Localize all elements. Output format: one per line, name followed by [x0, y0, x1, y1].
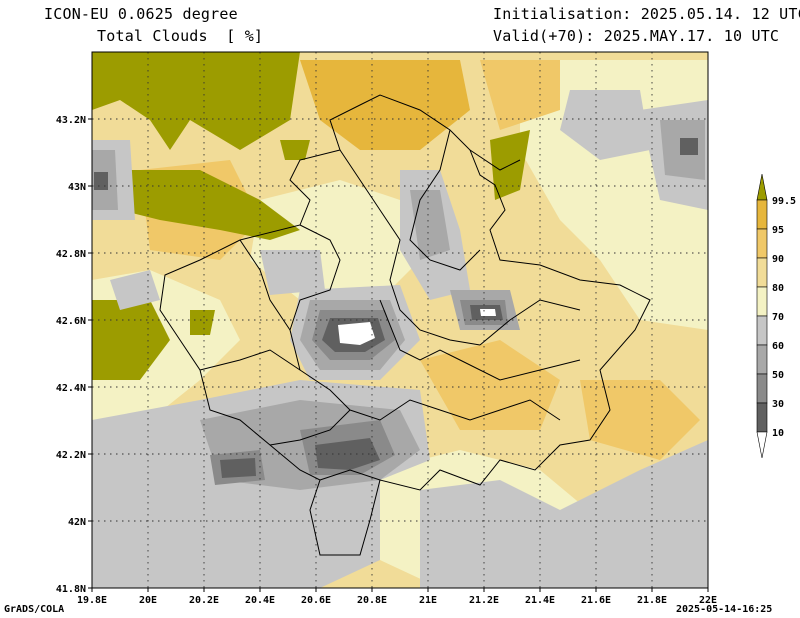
colorbar-top-arrow [756, 173, 768, 201]
field-gray-se [420, 440, 708, 588]
field-orange-north [300, 60, 470, 150]
colorbar-segment [756, 315, 768, 346]
lon-label: 21E [419, 595, 437, 606]
field-d30-ne [680, 138, 698, 155]
lat-label: 42.6N [56, 316, 86, 327]
lon-label: 21.6E [581, 595, 611, 606]
gridlines [92, 52, 708, 588]
field-orange-mid [420, 340, 560, 430]
field-clear-center [338, 322, 375, 345]
initialisation-time: Initialisation: 2025.05.14. 12 UTC [493, 5, 800, 23]
colorbar-segment [756, 286, 768, 317]
border-inner-9 [479, 299, 581, 346]
lon-label: 20.4E [245, 595, 275, 606]
lat-label: 42.8N [56, 249, 86, 260]
field-dark-ne [410, 190, 450, 260]
cloud-field [92, 52, 708, 588]
field-olive-w2 [190, 310, 215, 335]
field-d30-nw [94, 172, 108, 190]
colorbar-segment [756, 228, 768, 259]
lon-axis: 19.8E 20E 20.2E 20.4E 20.6E 20.8E 21E 21.2E 21.4… [77, 588, 717, 606]
lon-label: 21.4E [525, 595, 555, 606]
field-d30-sw [220, 458, 256, 478]
colorbar-level-label: 80 [772, 283, 784, 294]
field-gray-e1 [560, 90, 650, 160]
border-inner-2 [339, 149, 481, 346]
colorbar-segment [756, 199, 768, 230]
lon-label: 20E [139, 595, 157, 606]
render-timestamp: 2025-05-14-16:25 [676, 604, 773, 615]
software-credit: GrADS/COLA [4, 604, 65, 615]
lon-label: 20.8E [357, 595, 387, 606]
lat-label: 41.8N [56, 584, 86, 595]
field-orange-east [580, 380, 700, 460]
colorbar-level-label: 99.5 [772, 196, 796, 207]
colorbar: 99.5 95 90 80 70 60 50 30 10 [756, 173, 796, 459]
colorbar-level-label: 95 [772, 225, 784, 236]
colorbar-level-label: 60 [772, 341, 784, 352]
variable-title: Total Clouds [ %] [97, 27, 264, 45]
border-inner-10 [319, 469, 381, 481]
field-clear-east [480, 309, 496, 316]
lon-label: 21.8E [637, 595, 667, 606]
valid-time: Valid(+70): 2025.MAY.17. 10 UTC [493, 27, 780, 45]
lon-label: 22E [699, 595, 717, 606]
border-inner-4 [379, 299, 581, 381]
field-gray-w2 [260, 250, 325, 295]
lon-label: 19.8E [77, 595, 107, 606]
colorbar-level-label: 30 [772, 399, 784, 410]
border-inner-7 [199, 349, 301, 371]
border-inner-3 [409, 129, 481, 271]
lon-label: 21.2E [469, 595, 499, 606]
colorbar-level-label: 10 [772, 428, 784, 439]
border-outer [159, 94, 651, 556]
field-d30-south [315, 438, 380, 470]
border-inner-1 [289, 224, 351, 411]
lat-label: 42N [68, 517, 86, 528]
lon-label: 20.6E [301, 595, 331, 606]
border-inner-11 [469, 149, 521, 171]
model-title: ICON-EU 0.0625 degree [44, 5, 238, 23]
country-borders [159, 94, 651, 556]
colorbar-segment [756, 402, 768, 433]
colorbar-level-label: 50 [772, 370, 784, 381]
lat-label: 42.2N [56, 450, 86, 461]
field-olive-small [280, 140, 310, 160]
lat-label: 43.2N [56, 115, 86, 126]
colorbar-level-label: 70 [772, 312, 784, 323]
colorbar-level-label: 90 [772, 254, 784, 265]
colorbar-segment [756, 344, 768, 375]
field-olive-nw [92, 52, 300, 150]
colorbar-bottom-arrow [756, 431, 768, 459]
colorbar-segment [756, 373, 768, 404]
lat-label: 43N [68, 182, 86, 193]
lat-label: 42.4N [56, 383, 86, 394]
lat-axis: 43.2N 43N 42.8N 42.6N 42.4N 42.2N 42N 41.8N [56, 115, 92, 595]
border-inner-8 [239, 239, 291, 331]
field-olive-west [120, 170, 300, 240]
field-gray-w [110, 270, 160, 310]
border-inner-5 [349, 399, 561, 421]
lon-label: 20.2E [189, 595, 219, 606]
border-inner-6 [269, 409, 351, 446]
colorbar-segment [756, 257, 768, 288]
